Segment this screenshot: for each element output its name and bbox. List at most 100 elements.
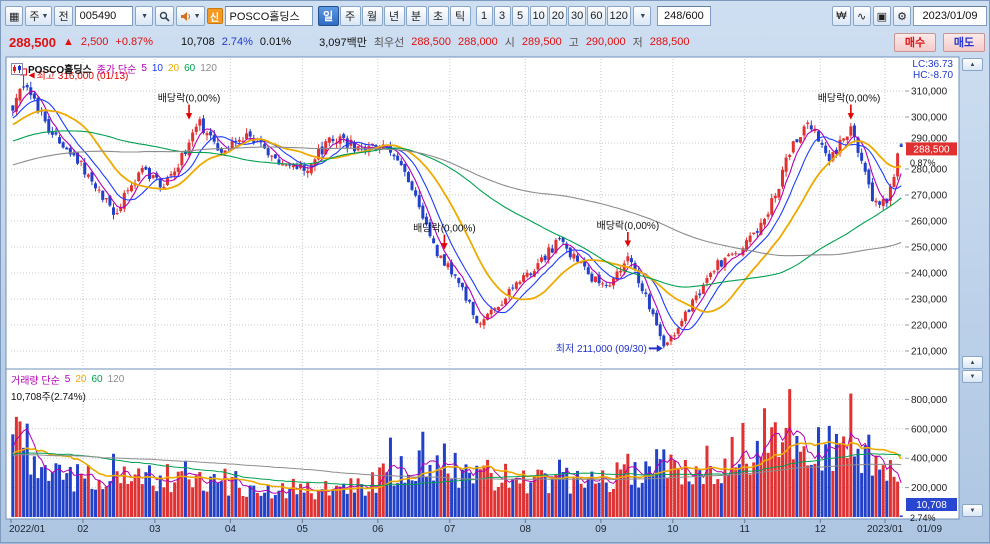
best-ask-price: 288,500 xyxy=(411,36,452,48)
interval-button-30[interactable]: 30 xyxy=(568,6,587,26)
turnover-percent: 0.01% xyxy=(259,36,292,48)
change-percent: +0.87% xyxy=(115,36,154,48)
period-button-day[interactable]: 일 xyxy=(317,6,339,26)
save-icon[interactable]: ▣ xyxy=(872,6,891,26)
interval-button-group: 1 3 5 10 20 30 60 120 xyxy=(475,6,631,26)
svg-text:배당락(0,00%): 배당락(0,00%) xyxy=(818,93,881,105)
period-button-minute[interactable]: 분 xyxy=(405,6,427,26)
svg-text:280,000: 280,000 xyxy=(911,165,948,176)
interval-button-3[interactable]: 3 xyxy=(493,6,511,26)
vol-ma-legend-120[interactable]: 120 xyxy=(107,374,125,385)
scroll-up-button[interactable]: ▲ xyxy=(962,58,983,71)
low-price: 288,500 xyxy=(649,36,690,48)
price-pane-legend: POSCO홀딩스 종가 단순 5 10 20 60 120 xyxy=(11,61,217,76)
interval-button-5[interactable]: 5 xyxy=(511,6,529,26)
line-chart-icon[interactable]: ∿ xyxy=(852,6,871,26)
cycle-select[interactable]: 주 ▼ xyxy=(25,6,53,26)
currency-icon[interactable]: ₩ xyxy=(832,6,851,26)
svg-text:11: 11 xyxy=(740,524,751,535)
svg-text:01/09: 01/09 xyxy=(917,524,942,535)
candle-count-value: 248/600 xyxy=(664,10,704,22)
interval-button-120[interactable]: 120 xyxy=(606,6,631,26)
period-button-second[interactable]: 초 xyxy=(427,6,449,26)
svg-text:04: 04 xyxy=(225,524,237,535)
stock-name-value: POSCO홀딩스 xyxy=(229,11,300,23)
candle-count-display: 248/600 xyxy=(656,6,711,26)
trade-amount: 3,097백만 xyxy=(319,37,367,49)
interval-button-20[interactable]: 20 xyxy=(548,6,568,26)
sound-button[interactable]: ▼ xyxy=(175,6,205,26)
cycle-select-value: 주 xyxy=(29,11,40,23)
chevron-down-icon: ▼ xyxy=(41,12,49,20)
lc-hc-indicator: LC:36.73 HC:-8.70 xyxy=(912,59,953,81)
svg-text:배당락(0,00%): 배당락(0,00%) xyxy=(158,93,221,105)
vol-ma-legend-5[interactable]: 5 xyxy=(64,374,71,385)
svg-text:02: 02 xyxy=(77,524,89,535)
period-button-week[interactable]: 주 xyxy=(339,6,361,26)
ma-legend-60[interactable]: 60 xyxy=(184,63,196,74)
up-arrow-icon: ▲ xyxy=(63,36,74,48)
sell-button[interactable]: 매도 xyxy=(943,32,985,52)
svg-text:09: 09 xyxy=(595,524,607,535)
ma-legend-5[interactable]: 5 xyxy=(141,63,147,74)
volume-current-value: 10,708주(2.74%) xyxy=(11,392,86,403)
stock-name-field: POSCO홀딩스 xyxy=(224,6,313,26)
prev-stock-button[interactable]: 전 xyxy=(54,6,73,26)
svg-text:08: 08 xyxy=(520,524,532,535)
svg-text:230,000: 230,000 xyxy=(911,295,948,306)
svg-text:05: 05 xyxy=(297,524,309,535)
down-arrow-icon: ▼ xyxy=(969,507,976,514)
svg-text:600,000: 600,000 xyxy=(911,424,948,435)
code-dropdown-button[interactable]: ▼ xyxy=(134,6,153,26)
interval-button-60[interactable]: 60 xyxy=(587,6,606,26)
pane-resize-up-button[interactable]: ▲ xyxy=(962,356,983,369)
menu-grid-icon[interactable]: ▦ xyxy=(5,6,24,26)
open-label: 시 xyxy=(504,37,515,49)
svg-text:10: 10 xyxy=(667,524,679,535)
ma-legend-10[interactable]: 10 xyxy=(151,63,163,74)
buy-button[interactable]: 매수 xyxy=(894,32,936,52)
interval-dropdown[interactable]: ▼ xyxy=(632,6,651,26)
svg-text:210,000: 210,000 xyxy=(911,347,948,358)
period-button-month[interactable]: 월 xyxy=(361,6,383,26)
period-button-year[interactable]: 년 xyxy=(383,6,405,26)
vol-ma-legend-60[interactable]: 60 xyxy=(91,374,103,385)
high-label: 고 xyxy=(568,37,579,49)
svg-text:03: 03 xyxy=(149,524,161,535)
chevron-down-icon: ▼ xyxy=(639,12,647,20)
chart-date-field[interactable]: 2023/01/09 xyxy=(913,6,987,26)
period-button-tick[interactable]: 틱 xyxy=(449,6,471,26)
svg-text:0.87%: 0.87% xyxy=(910,158,936,168)
svg-text:310,000: 310,000 xyxy=(911,87,948,98)
scroll-down-button[interactable]: ▼ xyxy=(962,504,983,517)
svg-text:07: 07 xyxy=(444,524,456,535)
new-stock-badge[interactable]: 신 xyxy=(206,8,223,24)
volume-legend-label: 거래량 단순 xyxy=(11,376,60,387)
svg-text:200,000: 200,000 xyxy=(911,483,948,494)
svg-text:최고 316,000 (01/13): 최고 316,000 (01/13) xyxy=(37,70,129,82)
hc-value: HC:-8.70 xyxy=(912,70,953,81)
svg-text:2023/01: 2023/01 xyxy=(867,524,904,535)
settings-gear-icon[interactable]: ⚙ xyxy=(893,6,911,26)
volume-percent: 2.74% xyxy=(221,36,253,48)
current-price: 288,500 xyxy=(9,34,56,50)
search-button[interactable] xyxy=(154,6,174,26)
chevron-down-icon: ▼ xyxy=(141,12,149,20)
vol-ma-legend-20[interactable]: 20 xyxy=(75,374,87,385)
svg-text:06: 06 xyxy=(372,524,384,535)
tool-icon-group: ₩ ∿ ▣ ⚙ xyxy=(832,6,911,26)
stock-code-input[interactable] xyxy=(74,6,133,26)
lc-value: LC:36.73 xyxy=(912,59,953,70)
ma-legend-20[interactable]: 20 xyxy=(168,63,180,74)
pane-resize-down-button[interactable]: ▼ xyxy=(962,370,983,383)
search-icon xyxy=(159,11,170,22)
main-toolbar: ▦ 주 ▼ 전 ▼ ▼ 신 POSCO홀딩스 일 주 월 년 분 초 틱 1 3… xyxy=(5,4,987,28)
interval-button-10[interactable]: 10 xyxy=(529,6,548,26)
candle-chart-icon[interactable] xyxy=(11,62,23,75)
right-scroll-strip: ▲ ▲ ▼ ▼ xyxy=(960,57,986,519)
svg-text:800,000: 800,000 xyxy=(911,395,948,406)
interval-button-1[interactable]: 1 xyxy=(475,6,493,26)
ma-legend-120[interactable]: 120 xyxy=(200,63,217,74)
chevron-down-icon: ▼ xyxy=(193,12,201,20)
